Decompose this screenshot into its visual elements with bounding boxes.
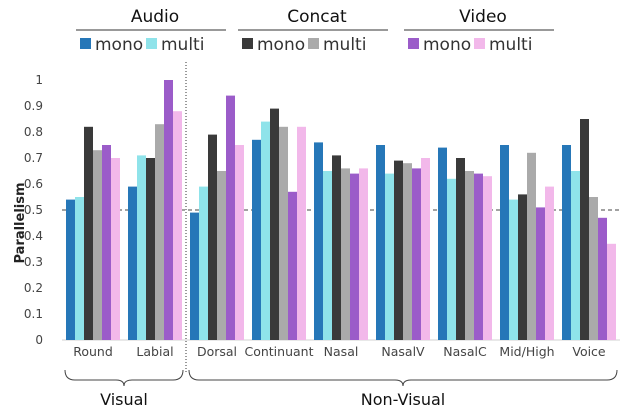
bar: [474, 173, 483, 340]
x-tick-label: Mid/High: [499, 344, 554, 359]
bar: [93, 150, 102, 340]
bar: [66, 199, 75, 340]
bar: [545, 186, 554, 340]
bar: [421, 158, 430, 340]
bar: [75, 197, 84, 340]
bar: [173, 111, 182, 340]
bar: [164, 80, 173, 340]
bars: [66, 80, 616, 340]
bar: [527, 152, 536, 340]
bar: [128, 186, 137, 340]
bar: [536, 207, 545, 340]
bar: [297, 126, 306, 340]
y-tick-label: 0.9: [24, 99, 43, 113]
bar: [456, 158, 465, 340]
bar: [403, 163, 412, 340]
bar: [279, 126, 288, 340]
legend-swatch: [80, 38, 91, 49]
y-tick-label: 1: [35, 73, 43, 87]
bar: [190, 212, 199, 340]
bar: [385, 173, 394, 340]
bar: [208, 134, 217, 340]
bar: [217, 171, 226, 340]
y-axis-label: Parallelism: [13, 182, 28, 263]
x-tick-label: Continuant: [244, 344, 313, 359]
bar: [580, 119, 589, 340]
x-tick-label: Dorsal: [197, 344, 237, 359]
bar: [350, 173, 359, 340]
bar: [332, 155, 341, 340]
legend-label: multi: [323, 35, 366, 55]
bar: [261, 121, 270, 340]
legend-swatch: [408, 38, 419, 49]
legend-label: mono: [423, 35, 471, 55]
bar: [155, 124, 164, 340]
legend-swatch: [308, 38, 319, 49]
bar: [359, 168, 368, 340]
x-tick-label: NasalC: [443, 344, 487, 359]
bar: [102, 145, 111, 340]
legend-label: mono: [95, 35, 143, 55]
y-tick-label: 0.3: [24, 255, 43, 269]
group-brace: [188, 369, 618, 387]
x-tick-label: Nasal: [324, 344, 359, 359]
bar: [589, 197, 598, 340]
legend-label: mono: [257, 35, 305, 55]
bar: [137, 155, 146, 340]
bar: [518, 194, 527, 340]
x-tick-label: NasalV: [381, 344, 425, 359]
bar: [111, 158, 120, 340]
y-tick-label: 0.6: [24, 177, 43, 191]
legend-swatch: [474, 38, 485, 49]
x-tick-label: Labial: [136, 344, 173, 359]
y-tick-label: 0.4: [24, 229, 43, 243]
bar: [235, 145, 244, 340]
bar: [483, 176, 492, 340]
x-tick-label: Round: [73, 344, 113, 359]
bar: [394, 160, 403, 340]
bar: [84, 126, 93, 340]
bar: [226, 95, 235, 340]
y-tick-label: 0.1: [24, 307, 43, 321]
legend-group-title: Audio: [131, 7, 179, 27]
category-labels: Round Labial Dorsal Continuant Nasal NasalV Na…: [73, 344, 606, 359]
bar: [270, 108, 279, 340]
bar: [376, 145, 385, 340]
bar: [438, 147, 447, 340]
y-tick-label: 0: [35, 333, 43, 347]
group-label: Visual: [100, 390, 148, 409]
y-tick-label: 0.8: [24, 125, 43, 139]
bar: [447, 178, 456, 340]
bar: [412, 168, 421, 340]
group-label: Non-Visual: [361, 390, 446, 409]
y-tick-label: 0.7: [24, 151, 43, 165]
legend-swatch: [146, 38, 157, 49]
bar: [598, 217, 607, 340]
legend-group-title: Concat: [287, 7, 347, 27]
legend-swatch: [242, 38, 253, 49]
bar: [571, 171, 580, 340]
bar: [323, 171, 332, 340]
bar: [314, 142, 323, 340]
legend-label: multi: [489, 35, 532, 55]
category-groups: Visual Non-Visual: [64, 369, 618, 409]
bar: [562, 145, 571, 340]
bar: [199, 186, 208, 340]
group-brace: [64, 369, 184, 387]
bar: [500, 145, 509, 340]
bar: [288, 191, 297, 340]
legend-group-title: Video: [459, 7, 507, 27]
legend-label: multi: [161, 35, 204, 55]
x-tick-label: Voice: [572, 344, 606, 359]
bar: [252, 139, 261, 340]
bar: [341, 168, 350, 340]
bar: [146, 158, 155, 340]
bar: [509, 199, 518, 340]
y-tick-label: 0.5: [24, 203, 43, 217]
bar: [465, 171, 474, 340]
y-tick-label: 0.2: [24, 281, 43, 295]
bar: [607, 243, 616, 340]
